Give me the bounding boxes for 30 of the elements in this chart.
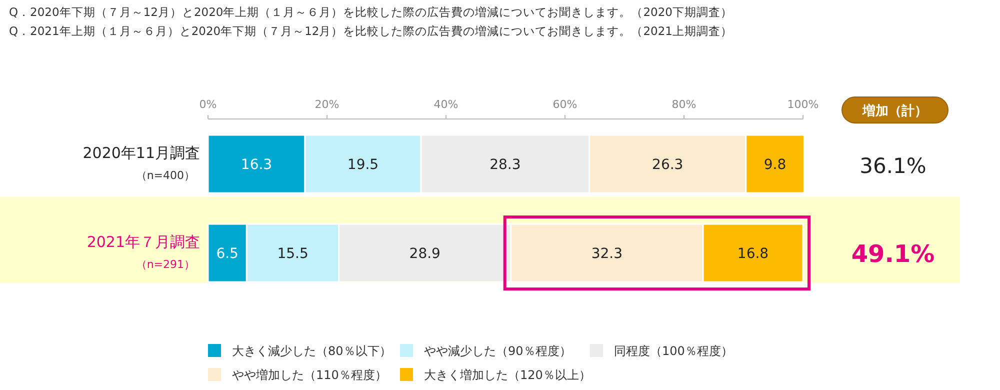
text: 増加（計） <box>862 103 928 119</box>
chart-subtitle: Q．2021年上期（１月～６月）と2020年下期（７月～12月）を比較した際の広告費の増減についてお聞きします。（2021上期調査） <box>9 24 732 38</box>
x-tick-label: 80% <box>672 98 696 111</box>
x-tick-label: 40% <box>434 98 458 111</box>
legend-label: 大きく減少した（80％以下） <box>232 344 392 358</box>
legend-label: やや減少した（90％程度） <box>424 344 572 358</box>
data-label: 16.8 <box>737 246 769 262</box>
text: （n=291） <box>136 258 195 271</box>
data-label: 6.5 <box>216 246 238 262</box>
text: （n=400） <box>136 169 195 182</box>
data-label: 9.8 <box>764 157 786 173</box>
x-tick-label: 100% <box>787 98 819 111</box>
legend-label: 大きく増加した（120％以上） <box>424 368 591 382</box>
data-label: 19.5 <box>347 157 379 173</box>
data-label: 15.5 <box>277 246 308 262</box>
y-tick-label: 2020年11月調査 <box>82 144 200 162</box>
x-tick-label: 20% <box>314 98 340 111</box>
data-label: 28.9 <box>409 246 440 262</box>
x-tick-label: 0% <box>199 98 217 111</box>
text: 49.1% <box>851 240 935 268</box>
chart-title: Q．2020年下期（７月～12月）と2020年上期（１月～６月）を比較した際の広告費の増減についてお聞きします。（2020下期調査） <box>9 5 732 19</box>
data-label: 32.3 <box>591 246 623 262</box>
legend-label: 同程度（100％程度） <box>614 344 733 358</box>
legend-label: やや増加した（110％程度） <box>232 368 387 382</box>
data-label: 26.3 <box>652 157 684 173</box>
text: 36.1% <box>860 154 926 178</box>
x-tick-label: 60% <box>552 98 578 111</box>
data-label: 16.3 <box>240 157 272 173</box>
y-tick-label: 2021年７月調査 <box>86 233 200 251</box>
data-label: 28.3 <box>490 157 521 173</box>
